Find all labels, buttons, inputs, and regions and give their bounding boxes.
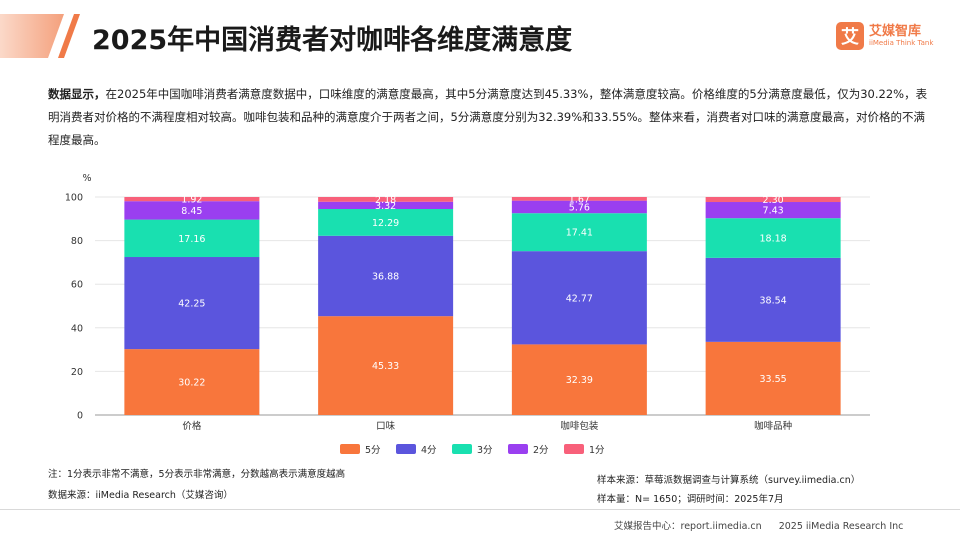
y-unit-label: % [82,173,91,184]
bar-segment [511,200,647,214]
y-tick-label: 40 [71,323,83,334]
bar-segment [705,341,841,415]
data-label: 30.22 [178,378,205,389]
brand-logo: 艾 艾媒智库 iiMedia Think Tank [836,22,933,50]
data-label: 17.16 [178,234,205,245]
logo-text: 艾媒智库 iiMedia Think Tank [869,24,933,48]
summary-lead: 数据显示， [48,87,106,101]
bar-segment [511,251,647,345]
footer-copyright: 2025 iiMedia Research Inc [778,521,904,532]
sample-source: 样本来源：草莓派数据调查与计算系统（survey.iimedia.cn） [597,475,861,486]
bar-segment [124,197,260,202]
bar-segment [705,197,841,203]
legend-swatch [396,444,416,454]
data-label: 38.54 [760,295,787,306]
legend-swatch [564,444,584,454]
legend-label: 4分 [421,445,437,456]
bar-segment [318,235,454,317]
bar-segment [318,197,454,202]
data-label: 1.67 [569,194,590,205]
legend-label: 1分 [589,445,605,456]
x-category-label: 口味 [376,420,396,432]
data-label: 42.77 [566,293,593,304]
bar-segment [318,316,454,415]
data-label: 3.32 [375,201,396,212]
logo-cn-text: 艾媒智库 [869,24,922,39]
data-label: 7.43 [763,206,784,217]
data-label: 36.88 [372,271,399,282]
data-label: 12.29 [372,218,399,229]
data-label: 1.92 [181,195,202,206]
bar-segment [124,349,260,415]
bar-segment [511,197,647,201]
x-category-label: 价格 [182,420,202,432]
data-label: 18.18 [760,234,787,245]
y-tick-label: 60 [71,280,83,291]
bar-segment [705,202,841,219]
data-label: 45.33 [372,361,399,372]
data-label: 33.55 [760,374,787,385]
chart-note: 注：1分表示非常不满意，5分表示非常满意，分数越高表示满意度越高 [48,469,346,480]
footer-divider [0,509,960,510]
footer: 艾媒报告中心：report.iimedia.cn 2025 iiMedia Re… [614,518,917,532]
stacked-bar-chart: 0 20 40 60 80 100% 30.22 42.25 17.16 8.451.92 价格 45… [65,173,870,456]
page-title: 2025年中国消费者对咖啡各维度满意度 [92,25,573,56]
data-label: 5.76 [569,202,590,213]
data-label: 42.25 [178,299,205,310]
legend-label: 3分 [477,445,493,456]
legend-label: 5分 [365,445,381,456]
data-label: 2.30 [763,195,784,206]
summary-body: 在2025年中国咖啡消费者满意度数据中，口味维度的满意度最高，其中5分满意度达到… [48,87,928,147]
sample-size: 样本量：N= 1650；调研时间：2025年7月 [597,494,784,505]
bar-segment [124,219,260,258]
x-category-label: 咖啡包装 [560,420,599,432]
logo-en-text: iiMedia Think Tank [869,39,934,47]
legend-label: 2分 [533,445,549,456]
bar-segment [511,213,647,252]
footer-report-center: 艾媒报告中心：report.iimedia.cn [614,521,762,532]
data-label: 17.41 [566,228,593,239]
bar-segment [705,218,841,258]
x-category-label: 咖啡品种 [754,420,792,432]
bar-segment [318,208,454,236]
y-tick-label: 80 [71,236,83,247]
data-label: 2.18 [375,195,396,206]
bar-segment [705,257,841,342]
bar-segment [511,344,647,415]
data-source: 数据来源：iiMedia Research（艾媒咨询） [48,490,233,501]
legend-swatch [452,444,472,454]
y-tick-label: 0 [77,411,83,422]
summary-paragraph: 数据显示，在2025年中国咖啡消费者满意度数据中，口味维度的满意度最高，其中5分… [48,83,928,152]
y-tick-label: 100 [65,193,83,204]
bar-segment [318,201,454,209]
legend-swatch [340,444,360,454]
bar-segment [124,257,260,350]
data-label: 32.39 [566,375,593,386]
logo-mark-icon: 艾 [836,22,864,50]
bar-segment [124,201,260,220]
y-tick-label: 20 [71,367,83,378]
data-label: 8.45 [181,206,202,217]
legend-swatch [508,444,528,454]
